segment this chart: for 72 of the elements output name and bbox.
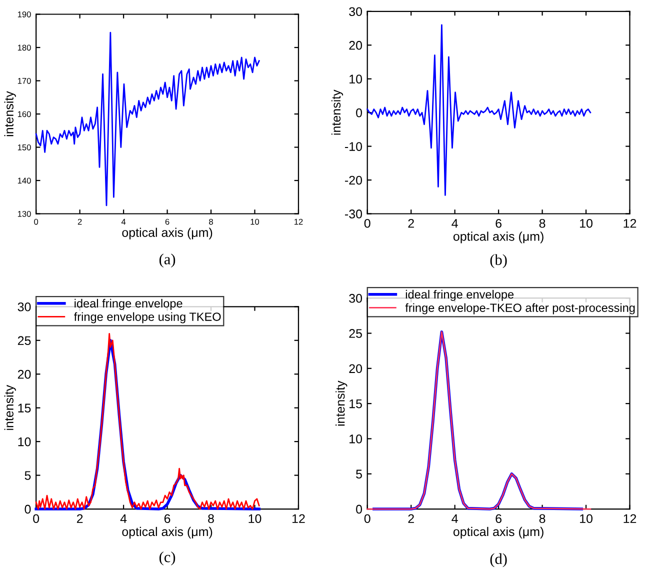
x-tick-label: 6 [165, 218, 170, 225]
y-tick-label: 0 [356, 108, 362, 118]
y-tick-label: 130 [18, 210, 31, 217]
y-tick-label: 15 [18, 404, 31, 412]
y-tick-label: 15 [350, 399, 362, 408]
legend-label: fringe envelope-TKEO after post-processing [405, 303, 635, 314]
legend-label: ideal fringe envelope [74, 298, 182, 310]
y-tick-label: 10 [350, 434, 362, 444]
y-tick-label: -30 [344, 210, 362, 218]
y-tick-label: 20 [349, 40, 362, 50]
x-tick-label: 4 [452, 514, 458, 523]
y-tick-label: -10 [344, 142, 362, 151]
y-axis-title: intensity [4, 384, 16, 430]
legend-label: ideal fringe envelope [406, 290, 514, 301]
x-tick-label: 10 [248, 514, 262, 524]
x-axis-title: optical axis (μm) [453, 232, 544, 244]
x-tick-label: 12 [294, 218, 303, 225]
x-tick-label: 10 [580, 218, 592, 228]
x-tick-label: 8 [539, 218, 546, 228]
y-tick-label: 10 [18, 437, 31, 446]
y-tick-label: 30 [349, 294, 362, 303]
y-tick-label: 140 [18, 178, 31, 184]
x-tick-label: 8 [208, 514, 214, 524]
y-axis-title: intensity [4, 91, 16, 136]
x-axis-title: optical axis (μm) [122, 526, 212, 539]
x-tick-label: 2 [408, 218, 414, 228]
x-tick-label: 0 [33, 514, 40, 524]
x-tick-label: 12 [292, 514, 305, 523]
y-tick-label: 30 [349, 7, 362, 16]
x-tick-label: 12 [624, 218, 636, 228]
x-tick-label: 6 [164, 514, 170, 524]
y-tick-label: 20 [349, 364, 362, 374]
x-tick-label: 4 [120, 514, 127, 523]
x-tick-label: 2 [408, 514, 414, 523]
y-tick-label: 150 [18, 144, 31, 150]
x-tick-label: 4 [452, 219, 458, 228]
text: (a) [159, 254, 176, 268]
x-tick-label: 2 [76, 514, 83, 523]
y-tick-label: 30 [18, 302, 31, 312]
y-tick-label: 0 [356, 504, 362, 514]
y-axis-title: intensity [336, 380, 348, 426]
x-axis-title: optical axis (μm) [453, 526, 544, 539]
x-tick-label: 0 [34, 218, 38, 225]
y-tick-label: 160 [18, 111, 31, 118]
y-tick-label: 180 [18, 44, 31, 51]
y-tick-label: -20 [344, 176, 362, 185]
y-axis-title: intensity [331, 90, 344, 135]
x-axis-title: optical axis (μm) [122, 228, 212, 240]
x-tick-label: 0 [364, 218, 370, 228]
x-tick-label: 2 [78, 218, 82, 225]
y-tick-label: 20 [18, 370, 31, 379]
y-tick-label: 25 [349, 329, 362, 338]
x-tick-label: 10 [250, 218, 260, 225]
y-tick-label: 190 [18, 11, 31, 18]
x-tick-label: 12 [624, 514, 636, 523]
y-tick-label: 170 [18, 78, 31, 84]
x-tick-label: 10 [580, 514, 592, 524]
y-tick-label: 5 [356, 470, 362, 479]
x-tick-label: 8 [209, 218, 213, 225]
x-tick-label: 4 [121, 218, 126, 225]
text: (b) [490, 254, 507, 268]
text: (c) [159, 552, 176, 566]
y-tick-label: 5 [24, 471, 31, 480]
x-tick-label: 8 [539, 514, 546, 524]
y-tick-label: 10 [350, 74, 362, 84]
x-tick-label: 6 [496, 514, 502, 524]
y-tick-label: 25 [18, 336, 31, 346]
x-tick-label: 0 [364, 514, 370, 524]
legend-label: fringe envelope using TKEO [74, 312, 221, 324]
text: (d) [490, 553, 507, 568]
x-tick-label: 6 [496, 218, 502, 228]
y-tick-label: 0 [24, 504, 31, 514]
